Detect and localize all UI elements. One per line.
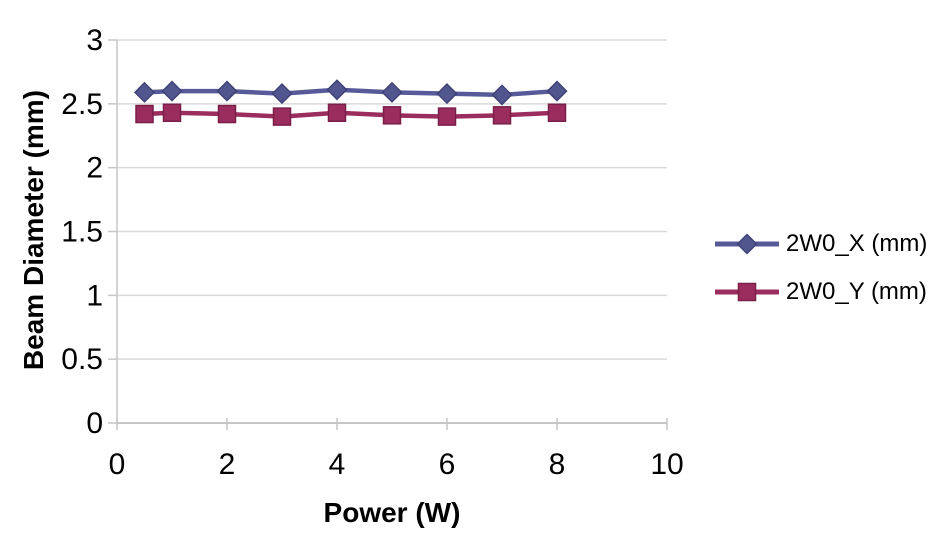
series-marker-square — [327, 103, 347, 123]
series-marker-diamond — [736, 233, 758, 255]
series-marker-diamond — [491, 84, 513, 106]
x-axis-title: Power (W) — [323, 497, 461, 528]
series-marker-diamond — [326, 79, 348, 101]
x-tick-label: 0 — [109, 448, 126, 481]
legend-item-2w0-x: 2W0_X (mm) — [714, 220, 927, 268]
y-tick-label: 0 — [86, 407, 103, 440]
series-marker-square — [162, 103, 182, 123]
legend-label-2w0-x: 2W0_X (mm) — [786, 230, 928, 257]
series-marker-diamond — [546, 80, 568, 102]
y-tick-label: 2.5 — [61, 88, 103, 121]
x-tick-label: 2 — [219, 448, 236, 481]
series-marker-square — [217, 104, 237, 124]
y-axis-title: Beam Diameter (mm) — [18, 89, 49, 371]
series-marker-square — [547, 103, 567, 123]
series-marker-diamond — [216, 80, 238, 102]
legend: 2W0_X (mm) 2W0_Y (mm) — [714, 220, 927, 316]
x-tick-label: 6 — [439, 448, 456, 481]
y-tick-label: 3 — [86, 24, 103, 57]
series-marker-square — [437, 107, 457, 126]
legend-marker-square-icon — [715, 282, 779, 302]
x-tick-label: 8 — [549, 448, 566, 481]
series-marker-square — [272, 107, 292, 126]
y-tick-label: 1 — [86, 279, 103, 312]
series-marker-diamond — [161, 80, 183, 102]
y-tick-label: 0.5 — [61, 343, 103, 376]
y-tick-label: 1.5 — [61, 216, 103, 249]
series-marker-square — [135, 104, 154, 124]
series-marker-square — [737, 282, 757, 302]
series-marker-diamond — [436, 83, 458, 105]
legend-label-2w0-y: 2W0_Y (mm) — [786, 278, 927, 305]
series-marker-diamond — [381, 81, 403, 103]
y-tick-label: 2 — [86, 152, 103, 185]
series-marker-square — [492, 106, 512, 125]
series-marker-diamond — [271, 83, 293, 105]
x-tick-label: 4 — [329, 448, 346, 481]
series-marker-diamond — [133, 81, 156, 103]
x-tick-label: 10 — [650, 448, 683, 481]
legend-marker-diamond-icon — [715, 233, 779, 255]
legend-item-2w0-y: 2W0_Y (mm) — [714, 268, 927, 316]
series-marker-square — [382, 106, 402, 125]
